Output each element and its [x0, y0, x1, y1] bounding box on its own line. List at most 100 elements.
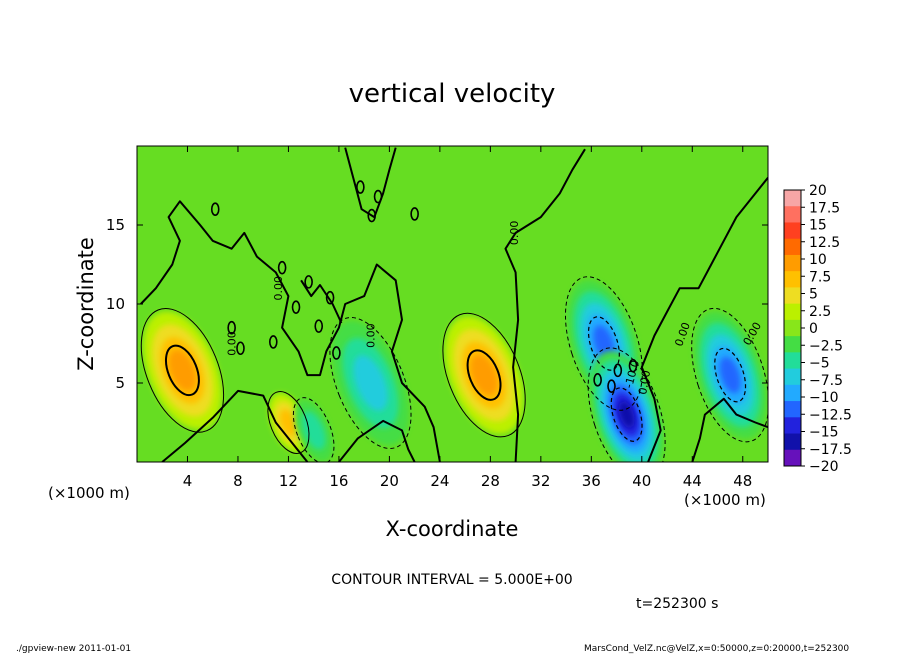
x-axis-label: X-coordinate — [386, 517, 519, 541]
contour-cell — [356, 180, 365, 194]
contour-cell — [325, 290, 335, 305]
contour-line-inner — [714, 347, 747, 403]
contour-cell — [607, 379, 616, 393]
colorbar-label: 0 — [809, 321, 818, 337]
contour-cell — [373, 189, 383, 204]
colorbar-swatch — [784, 190, 801, 207]
contour-cell — [277, 260, 287, 275]
contour-cell — [314, 319, 324, 333]
colorbar-label: −2.5 — [809, 338, 843, 354]
colorbar-swatch — [784, 271, 801, 288]
x-axis-ticks: 4 8 12 16 20 24 28 32 36 40 44 48 — [183, 146, 752, 490]
zero-contour-5 — [691, 397, 768, 462]
colorbar-swatch — [784, 222, 801, 240]
feature-level — [279, 409, 298, 436]
program-label: ./gpview-new 2011-01-01 — [16, 644, 131, 654]
y-tick-label: 15 — [106, 216, 125, 234]
colorbar-swatch — [784, 352, 801, 370]
contour-cell — [593, 373, 602, 387]
feature-level — [168, 349, 197, 391]
colorbar-swatch — [784, 336, 801, 353]
feature-level — [470, 354, 498, 396]
colorbar-swatch — [784, 401, 801, 418]
contour-line — [292, 397, 335, 462]
feature-level — [618, 401, 635, 428]
feature-updraft-0 — [143, 311, 222, 430]
x-tick-label: 20 — [380, 472, 399, 490]
colorbar-swatch — [784, 287, 801, 305]
contour-label: 0.00 — [508, 221, 521, 246]
x-tick-label: 28 — [481, 472, 500, 490]
feature-downdraft-7 — [294, 399, 333, 462]
chart-title: vertical velocity — [349, 79, 556, 109]
contour-cell — [304, 275, 313, 289]
y-axis-ticks: 5 10 15 — [106, 216, 768, 392]
contour-cell — [628, 358, 638, 373]
x-tick-label: 8 — [233, 472, 243, 490]
contour-label: 0.00 — [272, 276, 285, 301]
contour-cell — [210, 202, 220, 216]
contour-cell — [332, 346, 341, 360]
colorbar-label: 7.5 — [809, 269, 831, 285]
colorbar-swatch — [784, 319, 801, 337]
colorbar-label: −12.5 — [809, 407, 852, 423]
contour-cell — [613, 363, 623, 378]
zero-contour-6 — [344, 147, 397, 219]
colorbar-label: −17.5 — [809, 442, 852, 458]
zero-contour-2 — [338, 419, 416, 462]
colorbar-swatch — [784, 206, 801, 223]
colorbar-swatch — [784, 254, 801, 272]
contour-cell — [227, 320, 236, 335]
feature-level — [301, 411, 326, 450]
x-unit-label: (×1000 m) — [48, 484, 130, 502]
field-background — [137, 146, 768, 462]
colorbar-label: 10 — [809, 252, 827, 268]
contour-cell — [367, 208, 377, 223]
contour-label: 0.00 — [364, 323, 377, 348]
colorbar-swatch — [784, 449, 801, 467]
x-tick-label: 36 — [582, 472, 601, 490]
time-label: t=252300 s — [636, 596, 718, 612]
plot-area: 0.000.000.00 0.000.000.00 0.00-10.0 — [137, 146, 768, 462]
x-tick-label: 16 — [329, 472, 348, 490]
colorbar-label: 17.5 — [809, 200, 840, 216]
x-tick-label: 32 — [531, 472, 550, 490]
colorbar-swatch — [784, 417, 801, 435]
x-tick-label: 12 — [279, 472, 298, 490]
contour-line-inner — [466, 349, 502, 401]
x-tick-label: 40 — [632, 472, 651, 490]
colorbar-label: 15 — [809, 218, 827, 234]
feature-downdraft-6 — [331, 320, 410, 446]
colorbar-swatch — [784, 303, 801, 321]
colorbar-swatch — [784, 433, 801, 451]
y-tick-label: 10 — [106, 295, 125, 313]
colorbar-label: 12.5 — [809, 235, 840, 251]
zero-contour-3 — [504, 148, 586, 462]
contour-line — [442, 312, 526, 438]
colorbar-swatch — [784, 238, 801, 256]
y-tick-label: 5 — [115, 374, 125, 392]
zero-contour-1 — [161, 389, 309, 462]
contour-lines: 0.000.000.00 0.000.000.00 0.00-10.0 — [140, 147, 768, 462]
contour-cell — [410, 207, 419, 221]
contour-interval: CONTOUR INTERVAL = 5.000E+00 — [331, 572, 572, 588]
feature-level — [353, 355, 388, 411]
colorbar-label: 20 — [809, 183, 827, 199]
contour-label: 0.00 — [225, 331, 238, 356]
contour-line — [267, 391, 310, 454]
colorbar-swatch — [784, 384, 801, 402]
colorbar-label: −10 — [809, 390, 839, 406]
feature-updraft-2 — [444, 316, 524, 434]
contour-cell — [236, 341, 245, 356]
colorbar-label: 5 — [809, 287, 818, 303]
x-tick-label: 24 — [430, 472, 449, 490]
colorbar-swatch — [784, 368, 801, 386]
contour-line-inner — [610, 387, 643, 442]
colorbar-label: −5 — [809, 356, 830, 372]
zero-contour-4 — [640, 176, 768, 462]
y-axis-label: Z-coordinate — [74, 237, 98, 371]
zero-contour-0 — [140, 200, 441, 462]
contour-line-inner — [164, 344, 200, 397]
